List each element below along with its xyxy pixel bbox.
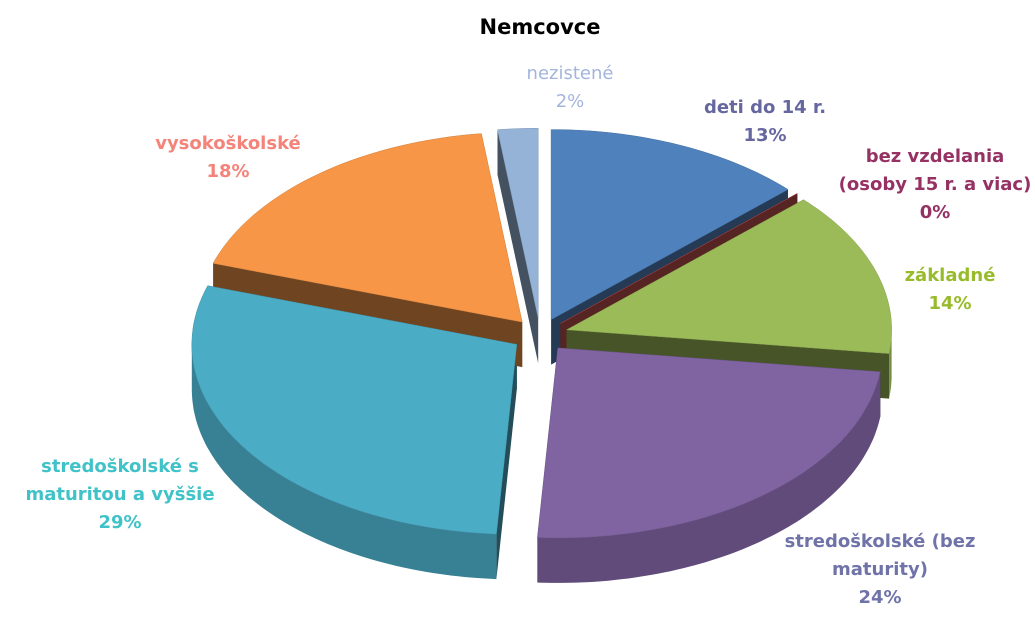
- data-label: bez vzdelania (osoby 15 r. a viac) 0%: [835, 143, 1035, 227]
- value-label: 14%: [928, 293, 972, 314]
- data-label: vysokoškolské 18%: [128, 130, 328, 186]
- slice: [565, 199, 892, 354]
- value-label: 2%: [555, 91, 585, 112]
- data-label: základné 14%: [850, 262, 1035, 318]
- category-label: vysokoškolské: [155, 133, 301, 154]
- data-label: stredoškolské (bez maturity) 24%: [760, 528, 1000, 612]
- slice: [191, 285, 518, 535]
- category-label: deti do 14 r.: [703, 97, 827, 118]
- value-label: 13%: [743, 125, 787, 146]
- slice-edge: [191, 344, 497, 580]
- category-label: stredoškolské (bez maturity): [784, 531, 976, 580]
- value-label: 24%: [858, 587, 902, 608]
- slice-edge: [537, 371, 881, 583]
- chart-title: Nemcovce: [479, 15, 601, 39]
- data-label: stredoškolské s maturitou a vyššie 29%: [5, 453, 235, 537]
- slice: [560, 193, 798, 324]
- value-label: 29%: [98, 512, 142, 533]
- category-label: bez vzdelania (osoby 15 r. a viac): [838, 146, 1032, 195]
- slice: [550, 129, 789, 321]
- slice-tops: [191, 127, 892, 539]
- slice: [212, 133, 523, 323]
- data-label: deti do 14 r. 13%: [665, 94, 865, 150]
- value-label: 0%: [919, 202, 951, 223]
- category-label: nezistené: [526, 63, 614, 84]
- data-label: nezistené 2%: [495, 60, 645, 116]
- slice: [497, 127, 539, 319]
- slice-side: [496, 344, 517, 580]
- slice-side: [497, 129, 539, 364]
- slice-edge: [889, 329, 892, 399]
- value-label: 18%: [206, 161, 250, 182]
- category-label: základné: [904, 265, 996, 286]
- slice: [537, 347, 881, 539]
- category-label: stredoškolské s maturitou a vyššie: [25, 456, 215, 505]
